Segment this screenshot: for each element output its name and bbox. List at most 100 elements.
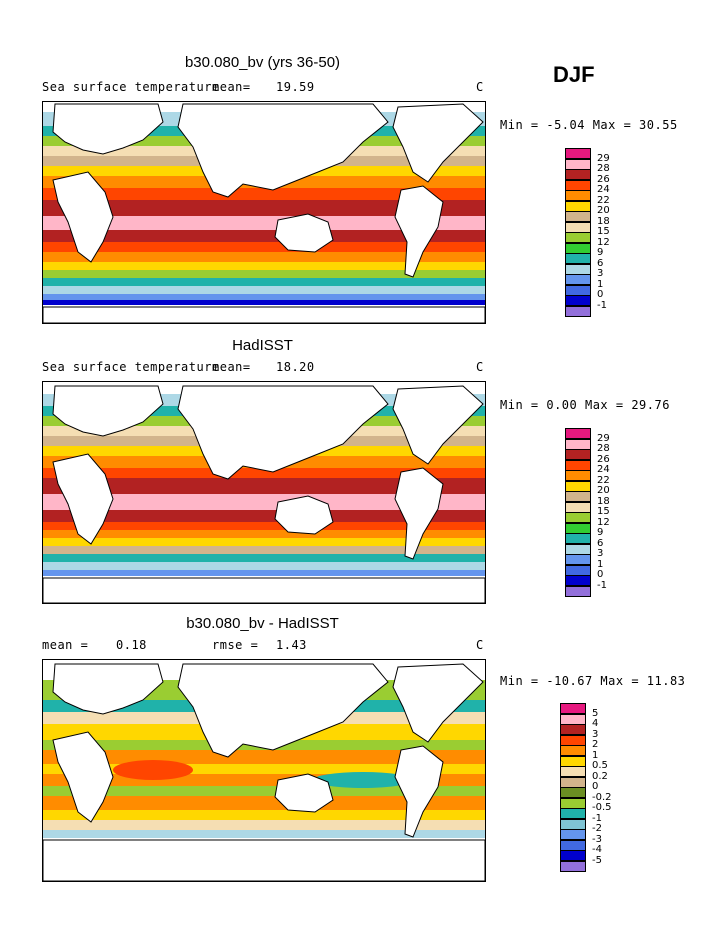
colorbar-swatch [565,554,591,565]
panel-2-title: HadISST [232,337,293,354]
colorbar-level-label: 20 [597,485,610,496]
colorbar-swatch [565,295,591,306]
colorbar-level-label: 26 [597,453,610,465]
colorbar-level-label: -1 [597,299,607,311]
panel-1-colorbar: 29 28 26 24 22 20 18 15 12 9 6 3 1 0 -1 [565,148,625,328]
colorbar-level-label: 12 [597,236,610,248]
colorbar-swatch [565,428,591,439]
colorbar-swatch [565,305,591,317]
panel-2-minmax: Min = 0.00 Max = 29.76 [500,398,670,412]
colorbar-swatch [560,724,586,735]
colorbar-swatch [565,148,591,159]
colorbar-level-label: 18 [597,495,610,507]
colorbar-level-label: -4 [592,844,602,855]
colorbar-swatch [565,459,591,471]
panel-1-title: b30.080_bv (yrs 36-50) [184,54,341,71]
colorbar-level-label: 9 [597,247,604,258]
colorbar-swatch [560,713,586,725]
colorbar-swatch [560,829,586,840]
colorbar-level-label: -0.2 [592,791,612,803]
panel-2-colorbar: 29 28 26 24 22 20 18 15 12 9 6 3 1 0 -1 [565,428,625,608]
colorbar-swatch [565,575,591,586]
colorbar-swatch [560,703,586,714]
colorbar-swatch [565,274,591,285]
colorbar-level-label: 15 [597,226,610,237]
panel-1-field-label: Sea surface temperature [42,80,220,94]
panel-1-mean-value: 19.59 [276,80,315,94]
colorbar-level-label: 24 [597,184,610,195]
colorbar-level-label: -0.5 [592,802,612,813]
colorbar-level-label: 6 [597,257,604,269]
panel-2-mean-value: 18.20 [276,360,315,374]
colorbar-swatch [560,797,586,809]
colorbar-level-label: 1 [597,278,604,290]
colorbar-swatch [560,808,586,819]
panel-3-colorbar: 5 4 3 2 1 0.5 0.2 0 -0.2 -0.5 -1 -2 -3 -4 -5 [560,703,620,883]
colorbar-level-label: 22 [597,194,610,206]
panel-1-minmax: Min = -5.04 Max = 30.55 [500,118,678,132]
colorbar-swatch [565,585,591,597]
colorbar-level-label: 22 [597,474,610,486]
colorbar-swatch [565,232,591,243]
colorbar-swatch [565,449,591,460]
panel-3-rmse-value: 1.43 [276,638,307,652]
colorbar-swatch [565,253,591,264]
colorbar-swatch [565,221,591,233]
colorbar-level-label: 0.2 [592,770,608,782]
colorbar-swatch [560,787,586,798]
colorbar-swatch [565,200,591,212]
colorbar-swatch [565,211,591,222]
colorbar-swatch [565,169,591,180]
colorbar-level-label: 0 [592,781,599,792]
colorbar-level-label: 12 [597,516,610,528]
colorbar-level-label: -3 [592,833,602,845]
colorbar-level-label: 29 [597,432,610,444]
colorbar-level-label: 0 [597,289,604,300]
colorbar-level-label: 24 [597,464,610,475]
colorbar-swatch [565,190,591,201]
panel-3-mean-label: mean = [42,638,89,652]
panel-2-map [42,381,486,604]
panel-3-units: C [476,638,484,652]
colorbar-level-label: -2 [592,823,602,834]
colorbar-swatch [560,766,586,777]
colorbar-level-label: 20 [597,205,610,216]
colorbar-swatch [565,533,591,544]
panel-2-mean-label: mean= [212,360,251,374]
colorbar-level-label: 28 [597,443,610,454]
colorbar-level-label: 3 [597,268,604,279]
colorbar-level-label: -1 [597,579,607,591]
colorbar-swatch [560,745,586,756]
colorbar-swatch [565,480,591,492]
colorbar-swatch [565,438,591,450]
season-label: DJF [553,62,595,87]
panel-3-map [42,659,486,882]
colorbar-swatch [565,179,591,191]
colorbar-level-label: 1 [592,749,599,761]
colorbar-level-label: 2 [592,739,599,750]
colorbar-level-label: 28 [597,163,610,174]
colorbar-swatch [560,755,586,767]
colorbar-level-label: 4 [592,718,599,729]
colorbar-level-label: -5 [592,854,602,866]
colorbar-level-label: 15 [597,506,610,517]
colorbar-level-label: 18 [597,215,610,227]
colorbar-level-label: 9 [597,527,604,538]
panel-3-title: b30.080_bv - HadISST [186,615,339,632]
colorbar-level-label: 0.5 [592,760,608,771]
colorbar-level-label: -1 [592,812,602,824]
colorbar-swatch [565,491,591,502]
colorbar-level-label: 6 [597,537,604,549]
colorbar-swatch [560,776,586,788]
colorbar-swatch [560,734,586,746]
colorbar-swatch [565,501,591,513]
colorbar-swatch [560,850,586,861]
colorbar-level-label: 1 [597,558,604,570]
colorbar-level-label: 3 [597,548,604,559]
colorbar-swatch [565,242,591,254]
panel-3-rmse-label: rmse = [212,638,259,652]
colorbar-swatch [565,512,591,523]
panel-1-map [42,101,486,324]
colorbar-swatch [565,284,591,296]
colorbar-swatch [560,839,586,851]
